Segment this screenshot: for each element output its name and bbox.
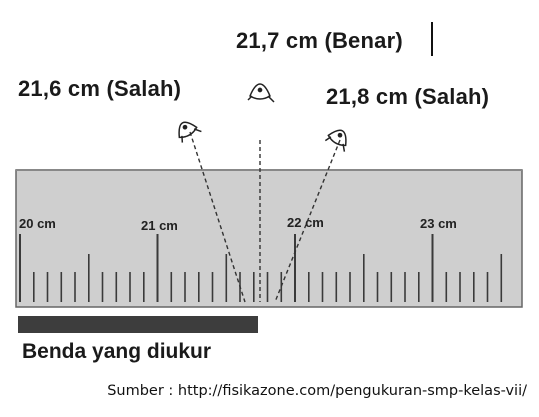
eye-icon-left: [178, 121, 202, 143]
tick-label-21: 21 cm: [141, 218, 178, 233]
eye-icon-right: [324, 129, 347, 152]
tick-label-20: 20 cm: [19, 216, 56, 231]
source-text: Sumber : http://fisikazone.com/pengukura…: [107, 383, 527, 399]
ruler-body: [15, 169, 523, 308]
tick-label-23: 23 cm: [420, 216, 457, 231]
measured-object-bar: [18, 316, 258, 333]
object-caption: Benda yang diukur: [22, 340, 212, 363]
reading-wrong-left-label: 21,6 cm (Salah): [18, 76, 182, 101]
sight-line-left: [189, 131, 246, 303]
reading-correct-label: 21,7 cm (Benar): [236, 28, 403, 53]
ruler-ticks: [19, 234, 503, 302]
reading-wrong-right-label: 21,8 cm (Salah): [326, 84, 490, 109]
text-cursor: [431, 22, 433, 56]
tick-label-22: 22 cm: [287, 215, 324, 230]
eye-icon-center: [247, 83, 275, 103]
sight-line-right: [274, 139, 341, 303]
